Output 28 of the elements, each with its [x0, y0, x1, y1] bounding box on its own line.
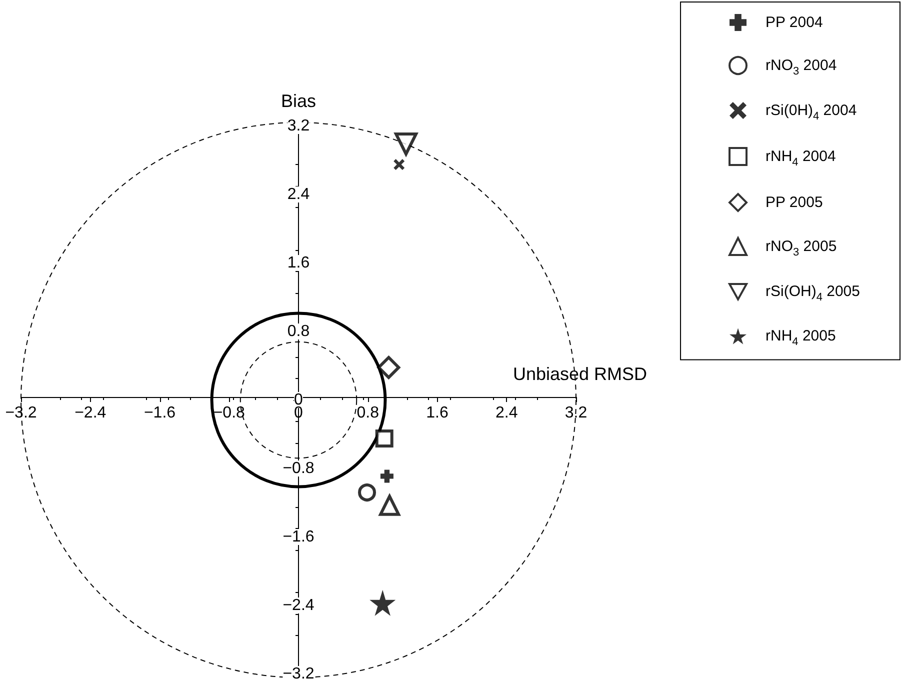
y-tick-label: 2.4: [287, 186, 310, 203]
x-tick-label: −3.2: [5, 404, 37, 422]
x-tick-label: −1.6: [144, 404, 176, 422]
x-tick-label: 1.6: [426, 404, 448, 422]
point: [370, 590, 396, 616]
y-tick-label: 3.2: [287, 118, 310, 134]
y-tick-label: 0.8: [287, 323, 310, 340]
x-tick-label: −0.8: [213, 404, 246, 422]
y-tick-label: −0.8: [282, 460, 314, 477]
point: [380, 470, 394, 483]
x-axis-title: Unbiased RMSD: [513, 364, 648, 384]
y-tick-label: −3.2: [282, 666, 314, 682]
x-tick-label: −2.4: [74, 404, 106, 422]
point: [358, 483, 376, 502]
y-tick-label: −2.4: [282, 597, 314, 614]
x-tick-label: 0.8: [356, 404, 380, 422]
x-tick-label: 2.4: [496, 404, 518, 422]
x-tick-label: 3.2: [564, 404, 588, 422]
legend-label: PP 2004: [766, 14, 823, 31]
y-axis-title: Bias: [280, 91, 316, 111]
point: [379, 494, 400, 516]
y-tick-label: 1.6: [287, 254, 310, 272]
point: [375, 430, 394, 448]
point: [377, 356, 400, 379]
point: [394, 159, 405, 170]
y-tick-label: −1.6: [282, 528, 314, 546]
legend-label: PP 2005: [766, 194, 823, 211]
point: [394, 132, 418, 156]
